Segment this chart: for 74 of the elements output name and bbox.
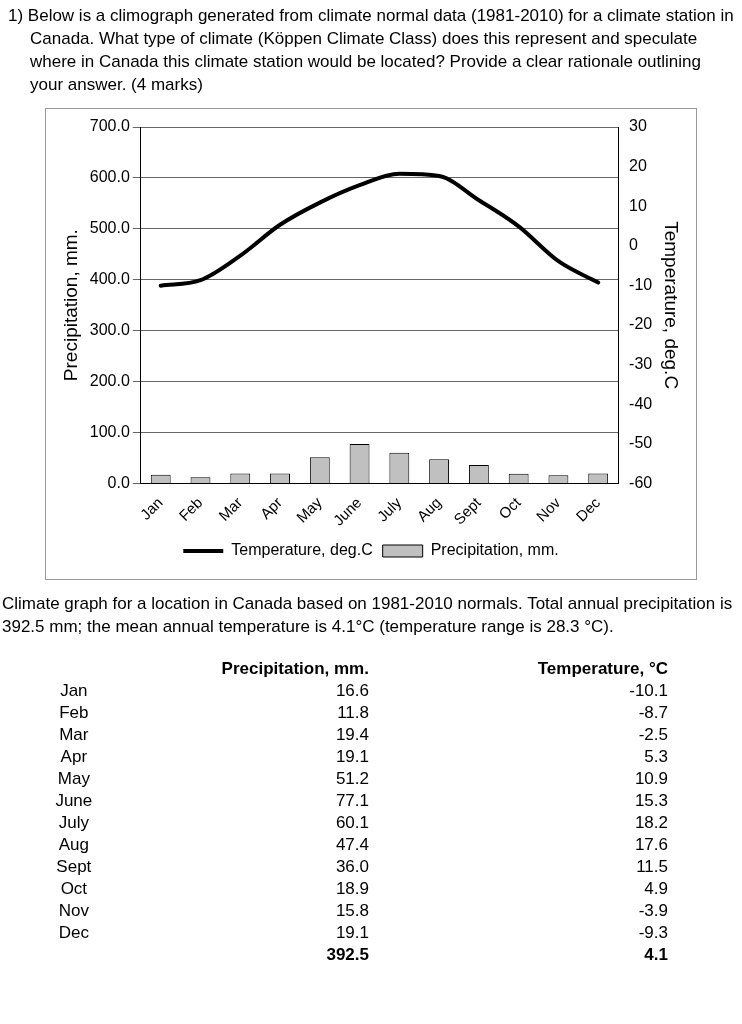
category-label: Dec (57, 922, 90, 944)
y-tick-label: 0.0 (107, 473, 130, 491)
category-label: Jan (59, 680, 89, 702)
text: 392.5 (325, 944, 369, 966)
data-label: 4.9 (643, 878, 668, 900)
data-label: 5.3 (643, 746, 668, 768)
category-label: Sept (55, 856, 93, 878)
data-label: 36.0 (334, 856, 369, 878)
y2-tick-label: -50 (629, 434, 653, 452)
x-tick-label: Oct (495, 493, 525, 523)
x-tick-label: Aug (413, 493, 445, 525)
category-label: May (56, 768, 91, 790)
category-label: Oct (59, 878, 89, 900)
data-label: 19.4 (334, 724, 369, 746)
y-tick-label: 700.0 (89, 117, 130, 135)
data-label: 18.2 (633, 812, 668, 834)
y2-tick-label: 10 (629, 196, 647, 214)
data-label: 16.6 (334, 680, 369, 702)
text: 4.1 (643, 944, 668, 966)
data-label: -3.9 (637, 900, 668, 922)
category-label: Mar (58, 724, 90, 746)
y-tick-label: 100.0 (89, 422, 130, 440)
y-tick-label: 500.0 (89, 219, 130, 237)
category-label: Aug (57, 834, 90, 856)
data-label: 51.2 (334, 768, 369, 790)
y-tick-label: 400.0 (89, 270, 130, 288)
category-label: Nov (57, 900, 90, 922)
x-tick-label: Feb (175, 493, 206, 524)
x-tick-label: Apr (256, 493, 286, 523)
category-label: Feb (58, 702, 90, 724)
data-label: 19.1 (334, 746, 369, 768)
data-label: 19.1 (334, 922, 369, 944)
x-tick-label: May (292, 493, 326, 526)
data-label: 47.4 (334, 834, 369, 856)
x-tick-label: Nov (532, 493, 564, 525)
data-label: 60.1 (334, 812, 369, 834)
data-label: 10.9 (633, 768, 668, 790)
data-label: 17.6 (633, 834, 668, 856)
y2-tick-label: 0 (629, 236, 639, 254)
data-label: -9.3 (637, 922, 668, 944)
data-label: 15.8 (334, 900, 369, 922)
x-tick-label: Jan (136, 493, 166, 523)
text: Temperature, °C (536, 658, 668, 680)
category-label: Apr (59, 746, 89, 768)
y2-axis-title: Temperature, deg.C (661, 221, 683, 390)
x-tick-label: Dec (572, 493, 604, 525)
y2-tick-label: 20 (629, 156, 647, 174)
y-tick-label: 600.0 (89, 168, 130, 186)
data-label: -8.7 (637, 702, 668, 724)
y-tick-label: 200.0 (89, 371, 130, 389)
legend-label: Precipitation, mm. (430, 541, 559, 559)
data-label: 18.9 (334, 878, 369, 900)
text: Precipitation, mm. (220, 658, 369, 680)
y2-tick-label: -10 (629, 275, 653, 293)
category-label: July (57, 812, 90, 834)
legend-label: Temperature, deg.C (231, 541, 373, 559)
data-label: 11.8 (336, 702, 369, 724)
data-label: 11.5 (635, 856, 668, 878)
x-tick-label: July (373, 493, 405, 525)
data-label: 77.1 (334, 790, 369, 812)
data-label: -2.5 (637, 724, 668, 746)
text: Climate graph for a location in Canada based on 1981-2010 normals. Total annual precipitation is 392.5 mm; the mean annual temperature is 4.1°C (temperature range is 28.3 °C). (2, 593, 734, 638)
data-label: -10.1 (628, 680, 668, 702)
chart-title: 1) Below is a climograph generated from climate normal data (1981-2010) for a climate station in Canada. What type of climate (Köppen Climate Class) does this represent and speculate where in Canada this climate station would be located? Provide a clear rationale outlining your answer. (4 marks) (8, 5, 734, 96)
y2-tick-label: 30 (629, 117, 647, 135)
y2-tick-label: -30 (629, 354, 653, 372)
y2-tick-label: -40 (629, 394, 653, 412)
y-tick-label: 300.0 (89, 320, 130, 338)
y2-tick-label: -20 (629, 315, 653, 333)
x-tick-label: Mar (215, 493, 246, 524)
category-label: June (54, 790, 94, 812)
y-axis-title: Precipitation, mm. (59, 229, 81, 382)
data-label: 15.3 (633, 790, 668, 812)
y2-tick-label: -60 (629, 473, 653, 491)
